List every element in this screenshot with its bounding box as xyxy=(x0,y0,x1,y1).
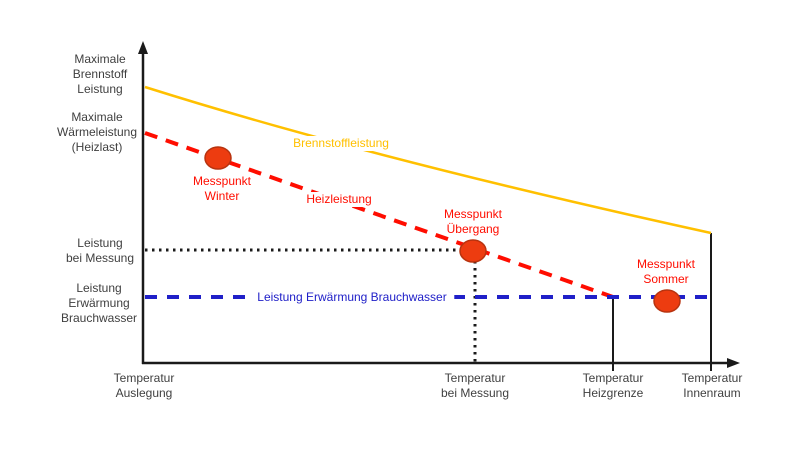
x-axis-arrow-icon xyxy=(727,358,740,368)
fuel-power-curve xyxy=(144,85,712,235)
point-label-winter: Messpunkt Winter xyxy=(192,174,252,203)
y-label-hot-water-power: Leistung Erwärmung Brauchwasser xyxy=(60,281,138,325)
point-winter xyxy=(204,146,232,170)
series-label-hot-water-power: Leistung Erwärmung Brauchwasser xyxy=(249,290,455,305)
point-label-summer: Messpunkt Sommer xyxy=(636,257,696,286)
series-label-heating-power: Heizleistung xyxy=(302,192,376,207)
heating-power-line xyxy=(144,131,614,299)
x-label-measurement-temperature: Temperatur bei Messung xyxy=(440,371,510,400)
point-summer xyxy=(653,289,681,313)
y-label-max-heat-power: Maximale Wärmeleistung (Heizlast) xyxy=(56,110,138,154)
x-label-heating-limit-temperature: Temperatur Heizgrenze xyxy=(582,371,644,400)
y-axis-arrow-icon xyxy=(138,41,148,54)
y-label-max-fuel-power: Maximale Brennstoff Leistung xyxy=(72,52,128,96)
point-transition xyxy=(459,239,487,263)
series-label-fuel-power: Brennstoffleistung xyxy=(289,136,393,151)
x-label-design-temperature: Temperatur Auslegung xyxy=(113,371,175,400)
point-label-transition: Messpunkt Übergang xyxy=(443,207,503,236)
x-label-indoor-temperature: Temperatur Innenraum xyxy=(681,371,743,400)
y-label-power-at-measurement: Leistung bei Messung xyxy=(65,236,135,265)
